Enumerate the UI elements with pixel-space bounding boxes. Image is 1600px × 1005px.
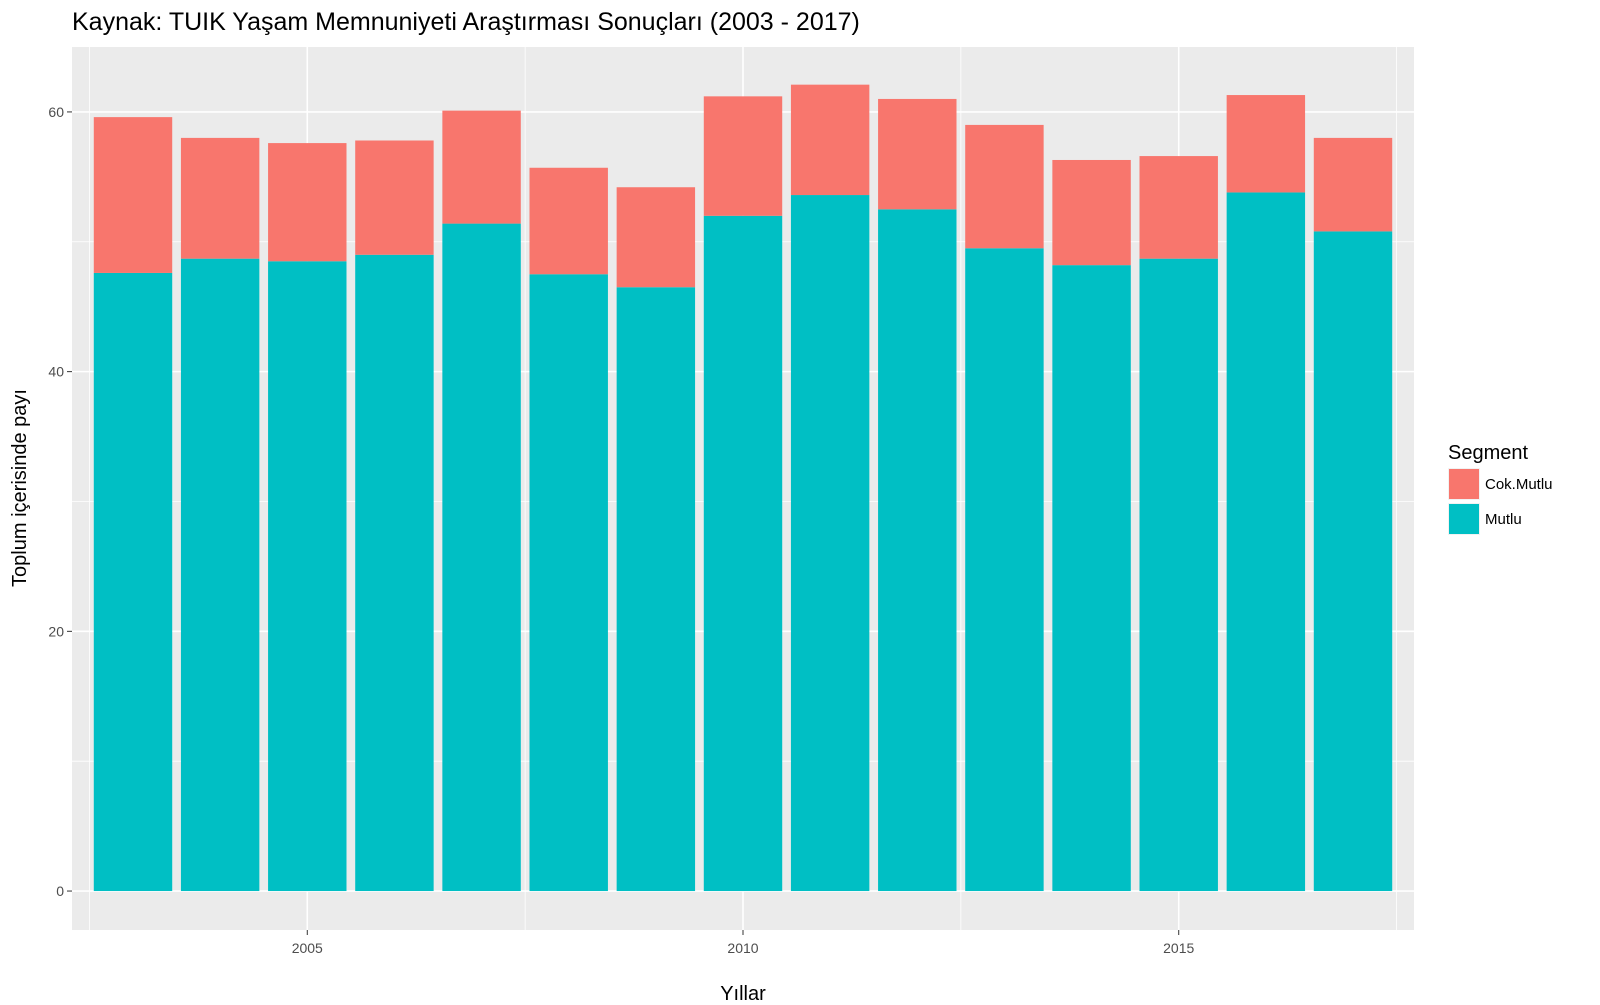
y-tick-label: 20	[48, 623, 64, 639]
bar-mutlu-2006	[355, 254, 434, 892]
legend-entries: Cok.Mutlu Mutlu	[1448, 468, 1553, 535]
y-tick-label: 60	[48, 104, 64, 120]
bar-cok-mutlu-2006	[355, 140, 434, 255]
bar-mutlu-2017	[1313, 231, 1393, 892]
bar-cok-mutlu-2005	[268, 143, 347, 262]
x-tick-label: 2010	[727, 940, 758, 956]
legend-title: Segment	[1448, 442, 1528, 464]
bar-cok-mutlu-2009	[616, 187, 696, 288]
bar-mutlu-2010	[703, 215, 783, 892]
bar-cok-mutlu-2003	[93, 117, 173, 273]
bars	[93, 84, 1393, 892]
legend-swatch	[1449, 469, 1479, 499]
bar-cok-mutlu-2016	[1226, 95, 1306, 193]
bar-mutlu-2004	[180, 258, 260, 892]
y-axis: 0 20 40 60	[48, 104, 72, 899]
bar-cok-mutlu-2014	[1052, 159, 1131, 266]
x-axis-title: Yıllar	[720, 983, 766, 1005]
legend-label: Cok.Mutlu	[1485, 476, 1553, 493]
bar-mutlu-2013	[965, 248, 1044, 892]
bar-cok-mutlu-2013	[965, 124, 1044, 249]
y-axis-title: Toplum içerisinde payı	[9, 389, 31, 587]
legend-label: Mutlu	[1485, 511, 1522, 528]
bar-mutlu-2011	[790, 195, 870, 892]
bar-mutlu-2003	[93, 272, 173, 892]
bar-cok-mutlu-2004	[180, 137, 260, 259]
x-axis: 2005 2010 2015	[292, 930, 1194, 956]
bar-mutlu-2015	[1139, 258, 1218, 892]
x-tick-label: 2005	[292, 940, 323, 956]
bar-cok-mutlu-2010	[703, 96, 783, 216]
legend-swatch	[1449, 504, 1479, 534]
bar-mutlu-2008	[529, 274, 608, 892]
bar-cok-mutlu-2017	[1313, 137, 1393, 232]
chart-title: Kaynak: TUIK Yaşam Memnuniyeti Araştırma…	[72, 8, 860, 36]
bar-mutlu-2007	[442, 223, 521, 892]
bar-cok-mutlu-2011	[790, 84, 870, 196]
bar-cok-mutlu-2007	[442, 110, 521, 224]
y-tick-label: 0	[56, 883, 64, 899]
bar-mutlu-2016	[1226, 192, 1306, 892]
x-tick-label: 2015	[1163, 940, 1194, 956]
bar-mutlu-2014	[1052, 265, 1131, 892]
bar-cok-mutlu-2015	[1139, 156, 1218, 259]
bar-cok-mutlu-2012	[878, 98, 957, 210]
bar-mutlu-2009	[616, 287, 696, 892]
bar-cok-mutlu-2008	[529, 167, 608, 275]
bar-mutlu-2012	[878, 209, 957, 892]
y-tick-label: 40	[48, 364, 64, 380]
legend: Segment Cok.Mutlu Mutlu	[1448, 442, 1553, 535]
bar-mutlu-2005	[268, 261, 347, 892]
